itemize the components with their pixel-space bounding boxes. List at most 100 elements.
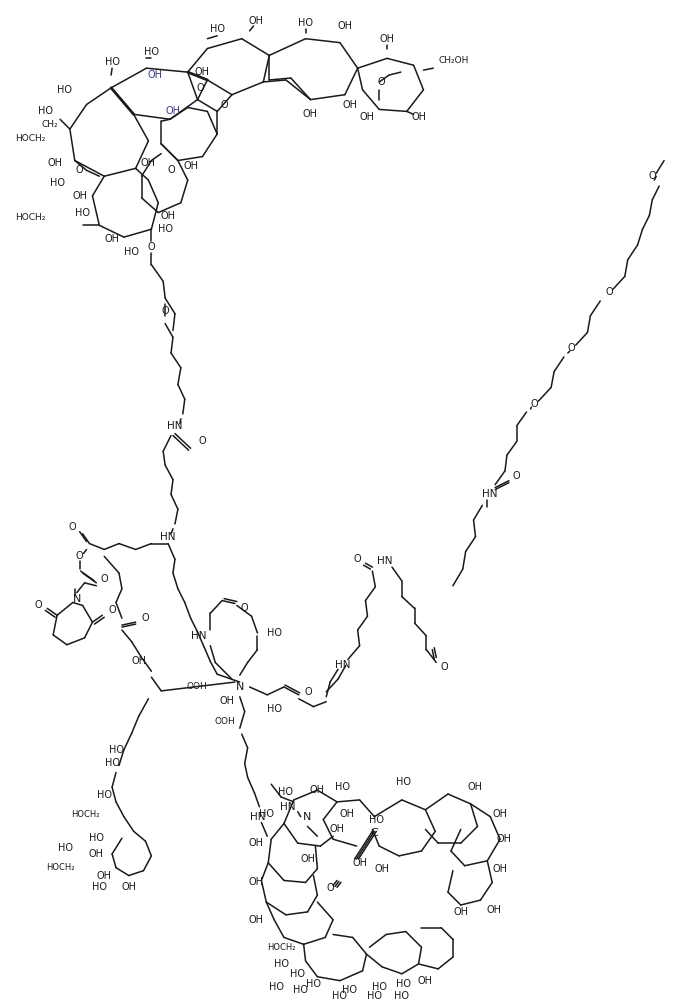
Text: HN: HN [249,812,265,822]
Text: O: O [162,306,169,316]
Text: HO: HO [396,777,411,787]
Text: O: O [108,605,116,615]
Text: HOCH₂: HOCH₂ [46,863,75,872]
Text: OH: OH [166,106,180,116]
Text: O: O [167,165,175,175]
Text: OH: OH [249,915,264,925]
Text: HO: HO [342,985,358,995]
Text: N: N [236,682,244,692]
Text: OH: OH [195,67,210,77]
Text: HO: HO [279,787,293,797]
Text: HOCH₂: HOCH₂ [267,943,295,952]
Text: HO: HO [49,178,65,188]
Text: OH: OH [131,656,146,666]
Text: O: O [101,574,108,584]
Text: OH: OH [89,849,104,859]
Text: O: O [241,603,249,613]
Text: OH: OH [493,864,508,874]
Text: OH: OH [249,838,264,848]
Text: OH: OH [47,158,63,168]
Text: O: O [327,883,334,893]
Text: O: O [377,77,385,87]
Text: HO: HO [144,47,159,57]
Text: C: C [370,828,378,838]
Text: OH: OH [303,109,318,119]
Text: HN: HN [335,660,351,670]
Text: OH: OH [496,834,512,844]
Text: OOH: OOH [215,717,235,726]
Text: HO: HO [369,815,384,825]
Text: O: O [305,687,312,697]
Text: HOCH₂: HOCH₂ [71,810,99,819]
Text: OH: OH [220,696,235,706]
Text: HN: HN [280,802,295,812]
Text: HO: HO [97,790,112,800]
Text: OOH: OOH [187,682,208,691]
Text: HO: HO [75,208,90,218]
Text: HO: HO [58,843,73,853]
Text: OH: OH [148,70,163,80]
Text: HO: HO [92,882,107,892]
Text: HO: HO [306,979,321,989]
Text: O: O [220,100,228,110]
Text: HN: HN [160,532,176,542]
Text: CH₂: CH₂ [42,120,59,129]
Text: HO: HO [268,982,284,992]
Text: O: O [142,613,149,623]
Text: HN: HN [481,489,497,499]
Text: HO: HO [290,969,306,979]
Text: O: O [568,343,575,353]
Text: HO: HO [57,85,72,95]
Text: HO: HO [293,985,308,995]
Text: HN: HN [167,421,183,431]
Text: HO: HO [267,628,283,638]
Text: OH: OH [105,234,120,244]
Text: OH: OH [249,16,264,26]
Text: OH: OH [329,824,345,834]
Text: HO: HO [89,833,104,843]
Text: O: O [531,399,538,409]
Text: O: O [648,171,656,181]
Text: HN: HN [377,556,393,566]
Text: O: O [76,551,84,561]
Text: N: N [72,594,81,604]
Text: HO: HO [210,24,224,34]
Text: OH: OH [337,21,352,31]
Text: O: O [197,83,204,93]
Text: HO: HO [124,247,139,257]
Text: O: O [76,165,84,175]
Text: OH: OH [141,158,156,168]
Text: OH: OH [300,854,315,864]
Text: OH: OH [454,907,468,917]
Text: HO: HO [372,982,387,992]
Text: HO: HO [274,959,289,969]
Text: HO: HO [367,991,382,1000]
Text: HO: HO [105,57,120,67]
Text: OH: OH [72,191,87,201]
Text: OH: OH [249,877,264,887]
Text: O: O [354,554,362,564]
Text: OH: OH [121,882,137,892]
Text: OH: OH [183,161,198,171]
Text: HO: HO [109,745,124,755]
Text: OH: OH [411,112,426,122]
Text: HO: HO [158,224,172,234]
Text: HOCH₂: HOCH₂ [15,134,45,143]
Text: OH: OH [467,782,482,792]
Text: O: O [147,242,155,252]
Text: HO: HO [394,991,410,1000]
Text: HOCH₂: HOCH₂ [15,213,45,222]
Text: OH: OH [375,864,389,874]
Text: HO: HO [38,106,53,116]
Text: OH: OH [339,809,354,819]
Text: OH: OH [342,100,358,110]
Text: OH: OH [418,976,433,986]
Text: OH: OH [97,871,112,881]
Text: HN: HN [191,631,206,641]
Text: CH₂OH: CH₂OH [438,56,468,65]
Text: OH: OH [310,785,325,795]
Text: O: O [513,471,521,481]
Text: OH: OH [360,112,375,122]
Text: HO: HO [396,979,411,989]
Text: O: O [34,600,42,610]
